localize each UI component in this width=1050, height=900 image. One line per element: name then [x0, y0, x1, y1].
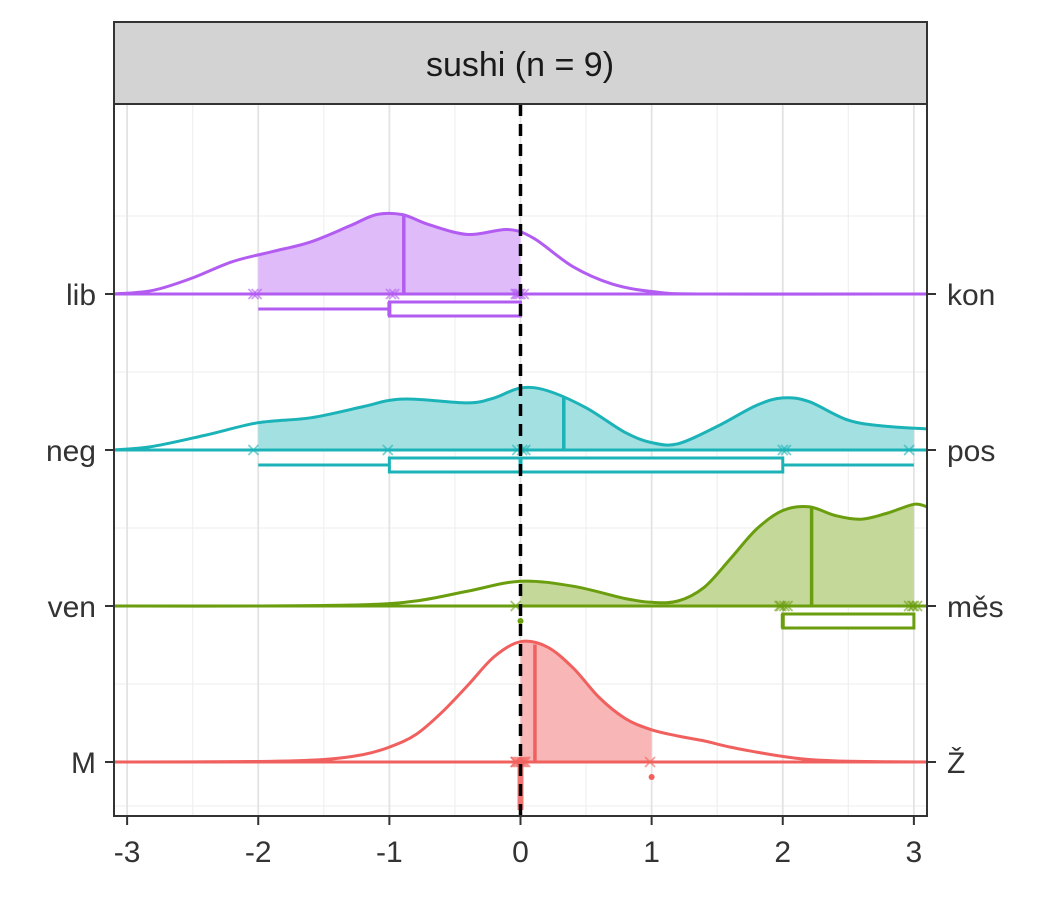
box-outlier-M — [648, 774, 655, 780]
data-point-lib — [247, 288, 260, 300]
data-point-ven — [781, 600, 794, 612]
facet-label: sushi (n = 9) — [426, 46, 614, 84]
data-point-neg — [382, 444, 394, 456]
box-outlier-ven — [517, 618, 524, 624]
x-tick-label: 0 — [512, 836, 529, 869]
data-point-lib — [251, 288, 263, 300]
data-point-ven — [778, 600, 790, 612]
data-point-M — [644, 756, 656, 768]
data-point-M — [514, 756, 527, 768]
x-tick-label: 3 — [906, 836, 923, 869]
y-tick-label-left: lib — [66, 279, 96, 312]
data-point-neg — [780, 444, 792, 456]
density-curve-neg — [113, 385, 928, 452]
x-tick-label: 1 — [643, 836, 660, 869]
y-tick-label-right: kon — [947, 279, 995, 312]
box-body-lib — [387, 300, 522, 318]
rows-layer — [113, 211, 928, 810]
data-point-lib — [388, 288, 400, 300]
data-point-neg — [903, 444, 915, 456]
data-point-ven — [908, 600, 920, 612]
x-tick-label: -1 — [376, 836, 403, 869]
data-point-ven — [911, 600, 923, 612]
y-tick-label-left: ven — [48, 591, 96, 624]
y-tick-label-right: Ž — [947, 747, 965, 780]
y-tick-label-right: pos — [947, 435, 995, 468]
density-curve-lib — [113, 211, 928, 296]
y-tick-label-left: neg — [46, 435, 96, 468]
density-fill-M — [520, 641, 652, 762]
data-point-ven — [773, 600, 786, 612]
row-M — [113, 639, 928, 810]
box-body-ven — [781, 612, 916, 630]
data-point-ven — [906, 600, 918, 612]
facet-strip — [113, 21, 928, 105]
row-neg — [113, 385, 928, 474]
x-tick-label: -3 — [114, 836, 141, 869]
y-tick-label-right: měs — [947, 591, 1004, 624]
data-point-lib — [385, 288, 397, 300]
box-body-neg — [387, 456, 785, 474]
strip-group: sushi (n = 9) — [113, 21, 928, 105]
data-point-ven — [903, 600, 915, 612]
y-tick-label-left: M — [71, 747, 96, 780]
density-fill-ven — [520, 504, 914, 606]
x-tick-label: 2 — [774, 836, 791, 869]
density-curve-M — [113, 639, 928, 764]
x-tick-label: -2 — [245, 836, 272, 869]
data-point-neg — [777, 444, 789, 456]
density-curve-ven — [113, 502, 928, 608]
density-fill-neg — [258, 387, 914, 450]
data-point-neg — [247, 444, 260, 456]
